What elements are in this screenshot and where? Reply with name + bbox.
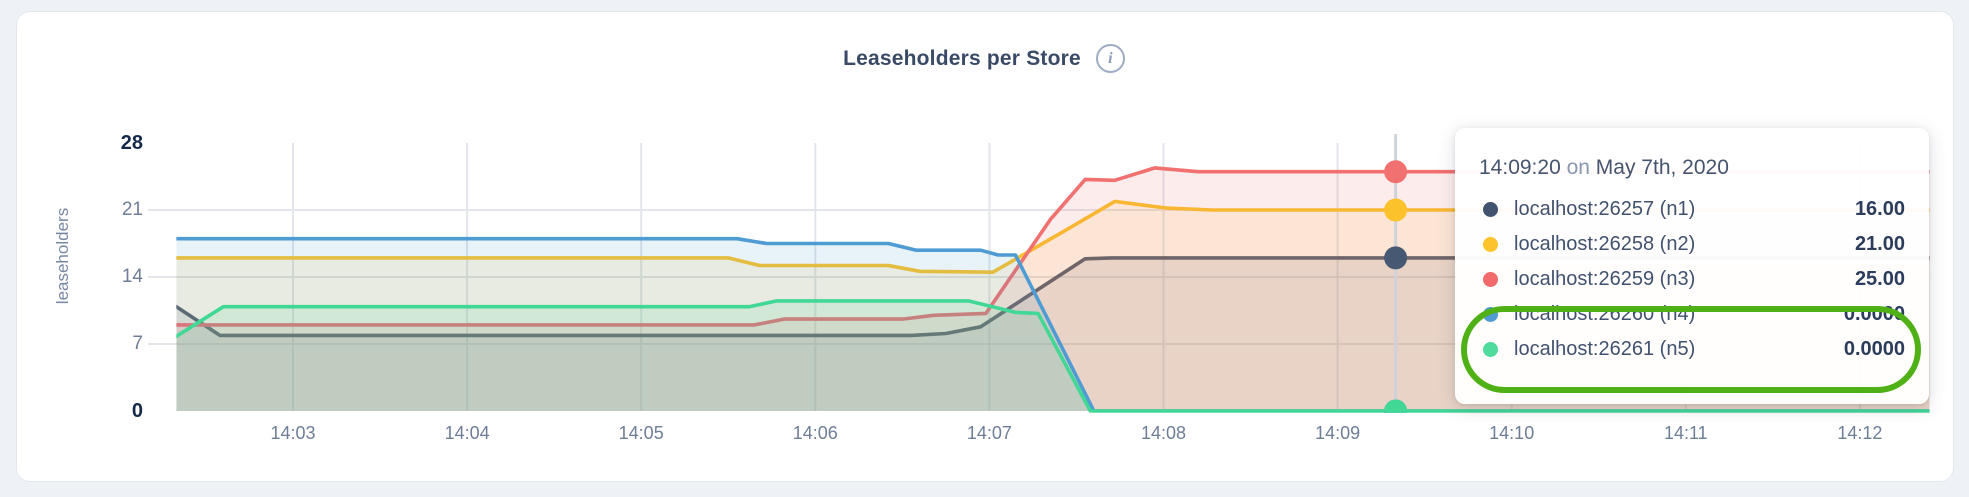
y-tick-label: 14 (121, 266, 143, 287)
y-tick-label: 21 (121, 199, 143, 220)
series-label: localhost:26257 (n1) (1514, 198, 1696, 220)
x-tick-label: 14:08 (1140, 423, 1187, 443)
x-tick-label: 14:05 (618, 423, 664, 443)
series-value: 0.0000 (1843, 338, 1905, 360)
x-tick-label: 14:07 (966, 423, 1012, 443)
series-area (176, 300, 1930, 411)
series-line (176, 256, 1930, 338)
series-value: 16.00 (1854, 198, 1905, 220)
y-tick-label: 0 (131, 400, 143, 422)
tooltip-date: May 7th, 2020 (1595, 156, 1729, 179)
chart-header: Leaseholders per Store i (16, 44, 1952, 73)
tooltip-timestamp: 14:09:20 on May 7th, 2020 (1477, 152, 1905, 184)
series-line (176, 236, 1930, 413)
series-value: 25.00 (1854, 268, 1905, 290)
series-color-dot (1483, 202, 1498, 217)
chart-title: Leaseholders per Store (843, 46, 1081, 70)
x-tick-label: 14:11 (1663, 423, 1708, 443)
tooltip-rows: localhost:26257 (n1) 16.00 localhost:26258… (1477, 192, 1905, 367)
hover-dot (1384, 246, 1408, 270)
tooltip-row-highlighted: localhost:26261 (n5) 0.0000 (1477, 332, 1905, 367)
tooltip-row: localhost:26259 (n3) 25.00 (1477, 262, 1905, 297)
hover-dot (1384, 198, 1408, 222)
tooltip-row: localhost:26258 (n2) 21.00 (1477, 227, 1905, 262)
tooltip-conjunction: on (1566, 156, 1590, 179)
x-tick-label: 14:03 (270, 423, 316, 443)
hover-tooltip: 14:09:20 on May 7th, 2020 localhost:2625… (1455, 128, 1929, 404)
series-label: localhost:26261 (n5) (1514, 338, 1696, 360)
tooltip-row: localhost:26257 (n1) 16.00 (1477, 192, 1905, 227)
y-tick-label: 28 (120, 132, 143, 154)
series-area (176, 238, 1930, 411)
x-tick-label: 14:06 (792, 423, 838, 443)
tooltip-row-highlighted: localhost:26260 (n4) 0.0000 (1477, 297, 1905, 332)
hover-dot (1384, 160, 1408, 184)
series-line (176, 299, 1930, 413)
series-value: 0.0000 (1843, 303, 1905, 325)
x-tick-label: 14:09 (1315, 423, 1361, 443)
x-tick-label: 14:12 (1837, 423, 1883, 443)
series-label: localhost:26258 (n2) (1514, 233, 1696, 255)
series-value: 21.00 (1854, 233, 1905, 255)
hover-dots (1384, 160, 1408, 413)
tooltip-time: 14:09:20 (1479, 156, 1561, 179)
series-line (176, 166, 1930, 327)
series-line (176, 199, 1930, 274)
hover-dot (1384, 399, 1408, 413)
series-label: localhost:26260 (n4) (1514, 303, 1696, 325)
y-tick-label: 7 (132, 333, 143, 354)
x-tick-label: 14:10 (1489, 423, 1535, 443)
series-label: localhost:26259 (n3) (1514, 268, 1696, 290)
series-color-dot (1483, 307, 1498, 322)
series-color-dot (1483, 237, 1498, 252)
series-color-dot (1483, 272, 1498, 287)
info-icon[interactable]: i (1095, 44, 1125, 73)
x-tick-label: 14:04 (444, 423, 490, 443)
series-color-dot (1483, 342, 1498, 357)
